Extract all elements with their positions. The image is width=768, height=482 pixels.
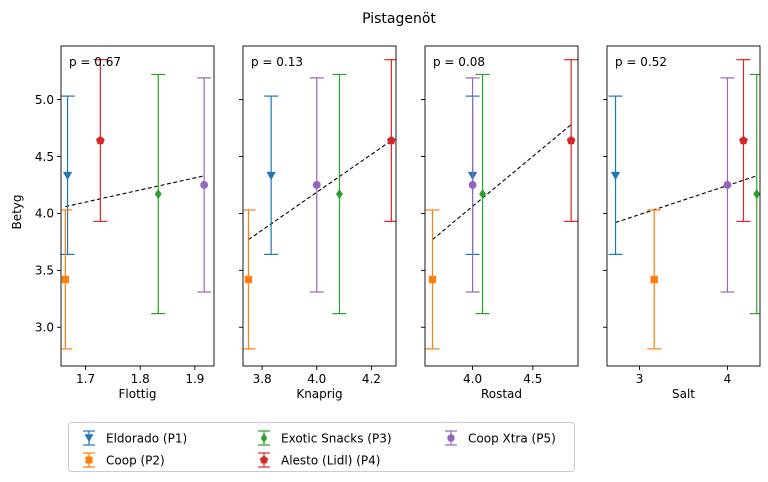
data-point-2 bbox=[244, 275, 253, 284]
x-tick-label: 4.2 bbox=[362, 372, 381, 386]
legend-label: Eldorado (P1) bbox=[106, 431, 187, 445]
legend-marker bbox=[260, 433, 268, 443]
errorbar-3 bbox=[749, 73, 760, 315]
data-point-3 bbox=[753, 188, 760, 200]
x-axis-label: Rostad bbox=[481, 387, 522, 401]
legend-frame bbox=[68, 422, 575, 472]
errorbar-5 bbox=[197, 77, 212, 293]
data-point-2 bbox=[61, 275, 70, 284]
data-point-5 bbox=[312, 181, 321, 189]
errorbar-4 bbox=[93, 59, 108, 222]
data-point-3 bbox=[154, 188, 162, 200]
plot-area bbox=[608, 59, 760, 350]
y-axis-label: Betyg bbox=[10, 194, 24, 229]
legend-label: Alesto (Lidl) (P4) bbox=[281, 453, 380, 467]
errorbar-2 bbox=[647, 209, 662, 350]
y-tick-label: 5.0 bbox=[35, 93, 54, 107]
data-point-5 bbox=[200, 181, 209, 189]
data-point-2 bbox=[428, 275, 437, 284]
panel-1: 1.7 1.8 1.9 3.0 3.5 4.0 4.5 5.0 Flottig p = 0.67 bbox=[35, 45, 215, 401]
p-value-annotation: p = 0.13 bbox=[251, 55, 303, 69]
legend-item-1: Eldorado (P1) bbox=[83, 430, 187, 446]
legend-marker bbox=[447, 434, 455, 442]
panel-4: 3 4 Salt p = 0.52 bbox=[603, 45, 761, 401]
errorbar-3 bbox=[475, 73, 490, 315]
data-point-3 bbox=[479, 188, 487, 200]
errorbar-4 bbox=[736, 59, 751, 222]
axes-frame bbox=[606, 45, 761, 367]
errorbar-2 bbox=[425, 209, 440, 350]
data-point-4 bbox=[95, 135, 105, 145]
p-value-annotation: p = 0.67 bbox=[69, 55, 121, 69]
y-tick-label: 4.5 bbox=[35, 150, 54, 164]
errorbar-4 bbox=[564, 59, 578, 222]
data-point-2 bbox=[650, 275, 658, 284]
x-tick-label: 4.0 bbox=[307, 372, 326, 386]
data-point-4 bbox=[386, 135, 396, 145]
axes-frame bbox=[60, 45, 215, 367]
x-tick-label: 3 bbox=[636, 372, 644, 386]
regression-line bbox=[432, 124, 572, 241]
legend-label: Coop Xtra (P5) bbox=[468, 431, 556, 445]
legend-marker bbox=[85, 456, 93, 464]
y-tick-label: 3.5 bbox=[35, 264, 54, 278]
legend-label: Coop (P2) bbox=[106, 453, 165, 467]
plot-area bbox=[61, 59, 212, 350]
errorbar-4 bbox=[384, 59, 396, 222]
data-point-3 bbox=[335, 188, 343, 200]
legend: Eldorado (P1) Coop (P2) Exotic Snacks (P3)… bbox=[68, 422, 575, 472]
legend-marker bbox=[259, 455, 269, 464]
x-tick-label: 1.7 bbox=[76, 372, 95, 386]
p-value-annotation: p = 0.08 bbox=[433, 55, 485, 69]
plot-area bbox=[425, 59, 578, 350]
legend-label: Exotic Snacks (P3) bbox=[281, 431, 392, 445]
panel-2: 3.8 4.0 4.2 Knaprig p = 0.13 bbox=[239, 45, 397, 401]
axes-frame bbox=[242, 45, 397, 367]
data-point-5 bbox=[723, 181, 732, 189]
x-tick-label: 4.5 bbox=[523, 372, 542, 386]
errorbar-3 bbox=[151, 73, 166, 315]
legend-item-3: Exotic Snacks (P3) bbox=[258, 430, 392, 446]
x-tick-label: 4 bbox=[724, 372, 732, 386]
errorbar-5 bbox=[720, 77, 735, 293]
data-point-1 bbox=[610, 171, 621, 181]
errorbar-1 bbox=[608, 95, 623, 255]
p-value-annotation: p = 0.52 bbox=[615, 55, 667, 69]
regression-line bbox=[248, 140, 392, 241]
x-axis-label: Flottig bbox=[119, 387, 157, 401]
panels: 1.7 1.8 1.9 3.0 3.5 4.0 4.5 5.0 Flottig p = 0.67 3… bbox=[35, 45, 761, 401]
errorbar-5 bbox=[465, 77, 480, 293]
errorbar-2 bbox=[243, 209, 256, 350]
regression-line bbox=[615, 175, 757, 224]
x-tick-label: 4.0 bbox=[463, 372, 482, 386]
chart-title: Pistagenöt bbox=[362, 11, 436, 27]
data-point-4 bbox=[739, 135, 748, 145]
x-tick-label: 3.8 bbox=[253, 372, 272, 386]
x-axis-label: Salt bbox=[672, 387, 695, 401]
errorbar-1 bbox=[61, 95, 75, 255]
regression-line bbox=[65, 175, 205, 208]
data-point-5 bbox=[468, 181, 477, 189]
legend-marker bbox=[84, 434, 94, 443]
y-tick-label: 4.0 bbox=[35, 207, 54, 221]
errorbar-1 bbox=[264, 95, 279, 255]
errorbar-2 bbox=[61, 209, 73, 350]
data-point-4 bbox=[566, 135, 576, 145]
legend-item-5: Coop Xtra (P5) bbox=[445, 430, 556, 446]
legend-item-2: Coop (P2) bbox=[83, 452, 165, 468]
x-tick-label: 1.9 bbox=[185, 372, 204, 386]
x-axis-label: Knaprig bbox=[296, 387, 342, 401]
axes-frame bbox=[424, 45, 579, 367]
plot-area bbox=[243, 59, 396, 350]
legend-item-4: Alesto (Lidl) (P4) bbox=[258, 452, 380, 468]
errorbar-3 bbox=[332, 73, 347, 315]
data-point-1 bbox=[62, 171, 73, 181]
x-tick-label: 1.8 bbox=[131, 372, 150, 386]
data-point-1 bbox=[266, 171, 276, 181]
errorbar-5 bbox=[309, 77, 324, 293]
y-tick-label: 3.0 bbox=[35, 321, 54, 335]
